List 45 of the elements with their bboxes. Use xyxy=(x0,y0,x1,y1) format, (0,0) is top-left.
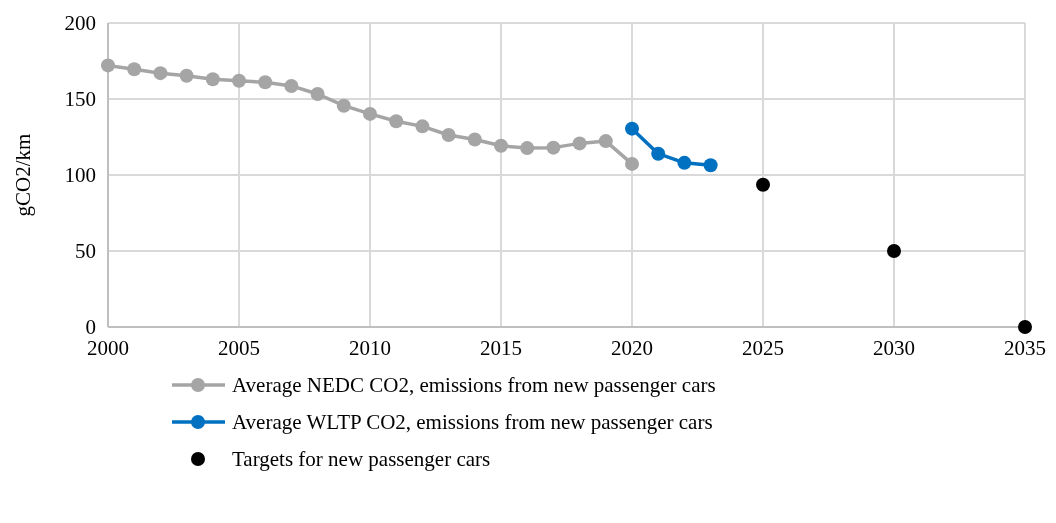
point xyxy=(572,136,587,151)
point xyxy=(415,119,430,134)
point xyxy=(127,62,142,77)
point xyxy=(363,106,377,121)
point xyxy=(598,134,613,149)
point xyxy=(310,86,325,101)
y-tick-label: 200 xyxy=(64,11,96,35)
point xyxy=(336,98,351,113)
point xyxy=(625,156,639,171)
point xyxy=(467,132,482,147)
point xyxy=(520,141,535,156)
x-tick-label: 2000 xyxy=(87,336,129,360)
point xyxy=(179,68,194,83)
legend-label: Targets for new passenger cars xyxy=(232,447,491,471)
point xyxy=(389,114,404,129)
x-tick-label: 2005 xyxy=(218,336,260,360)
point xyxy=(101,58,115,73)
point xyxy=(441,128,456,143)
legend-label: Average WLTP CO2, emissions from new passenger cars xyxy=(232,410,713,434)
point xyxy=(258,75,273,90)
x-tick-label: 2010 xyxy=(349,336,391,360)
point xyxy=(232,73,246,88)
point xyxy=(205,72,220,87)
point xyxy=(651,146,666,161)
x-tick-label: 2035 xyxy=(1004,336,1046,360)
point xyxy=(625,121,639,136)
point xyxy=(284,78,299,93)
x-tick-label: 2030 xyxy=(873,336,915,360)
y-tick-label: 100 xyxy=(64,163,96,187)
point xyxy=(703,158,718,173)
x-tick-label: 2015 xyxy=(480,336,522,360)
point xyxy=(494,138,508,153)
point xyxy=(1018,320,1032,334)
x-tick-label: 2025 xyxy=(742,336,784,360)
point xyxy=(153,66,168,81)
y-tick-label: 0 xyxy=(85,315,96,339)
point xyxy=(677,155,692,170)
point xyxy=(546,140,561,155)
point xyxy=(756,177,770,192)
y-tick-label: 150 xyxy=(64,87,96,111)
y-tick-label: 50 xyxy=(75,239,96,263)
legend-label: Average NEDC CO2, emissions from new passenger cars xyxy=(232,373,716,397)
y-axis-title: gCO2/km xyxy=(11,133,35,217)
x-tick-label: 2020 xyxy=(611,336,653,360)
point xyxy=(887,244,901,258)
